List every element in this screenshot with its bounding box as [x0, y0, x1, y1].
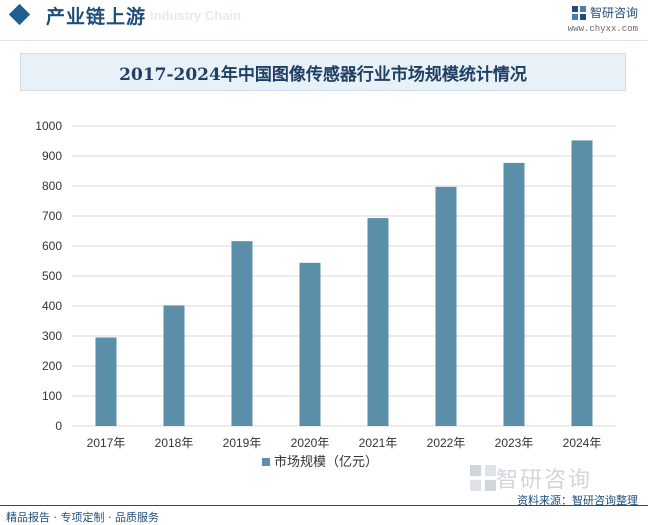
bar — [367, 218, 389, 426]
brand-name: 智研咨询 — [589, 6, 638, 20]
watermark-brand-name: 智研咨询 — [496, 468, 593, 493]
bar — [95, 337, 117, 426]
bar — [435, 186, 457, 426]
brand-url[interactable]: www.chyxx.com — [567, 24, 638, 34]
y-tick-label: 200 — [42, 359, 62, 373]
x-tick-label: 2018年 — [155, 436, 194, 450]
watermark-logo-icon — [470, 465, 496, 491]
bar — [163, 305, 185, 426]
x-tick-label: 2024年 — [563, 436, 602, 450]
diamond-icon — [8, 3, 31, 26]
x-tick-label: 2023年 — [495, 436, 534, 450]
y-tick-label: 400 — [42, 299, 62, 313]
x-tick-label: 2017年 — [87, 436, 126, 450]
y-tick-label: 300 — [42, 329, 62, 343]
legend-label: 市场规模（亿元） — [274, 454, 378, 470]
header-divider — [0, 40, 648, 41]
y-tick-label: 0 — [55, 419, 62, 433]
source-note: 资料来源：智研咨询整理 — [517, 494, 638, 507]
section-title: 产业链上游 — [46, 6, 147, 28]
y-tick-label: 600 — [42, 239, 62, 253]
x-tick-label: 2021年 — [359, 436, 398, 450]
y-tick-label: 700 — [42, 209, 62, 223]
x-tick-label: 2020年 — [291, 436, 330, 450]
x-tick-label: 2019年 — [223, 436, 262, 450]
watermark-brand: 智研咨询 — [470, 462, 592, 494]
y-tick-label: 800 — [42, 179, 62, 193]
bar — [503, 162, 525, 426]
footer-tagline: 精品报告 · 专项定制 · 品质服务 — [6, 511, 159, 524]
page-header: 产业链上游 Industry Chain 智研咨询 www.chyxx.com — [0, 0, 648, 36]
chart-title: 2017-2024年中国图像传感器行业市场规模统计情况 — [119, 64, 527, 85]
bar — [231, 241, 253, 426]
bar-chart: 0 100 200 300 400 500 600 700 800 900 1000 2017年 201… — [35, 119, 616, 470]
x-tick-label: 2022年 — [427, 436, 466, 450]
y-tick-label: 500 — [42, 269, 62, 283]
y-tick-label: 1000 — [35, 119, 62, 133]
brand-logo-icon — [571, 5, 586, 20]
footer-divider — [0, 505, 648, 506]
chart-title-bar: 2017-2024年中国图像传感器行业市场规模统计情况 — [20, 53, 626, 91]
brand-logo[interactable]: 智研咨询 www.chyxx.com — [568, 4, 638, 34]
bar — [571, 140, 593, 426]
y-tick-label: 100 — [42, 389, 62, 403]
legend-swatch — [262, 458, 270, 466]
section-ghost-text: Industry Chain — [150, 8, 242, 23]
y-tick-label: 900 — [42, 149, 62, 163]
bar — [299, 262, 321, 426]
